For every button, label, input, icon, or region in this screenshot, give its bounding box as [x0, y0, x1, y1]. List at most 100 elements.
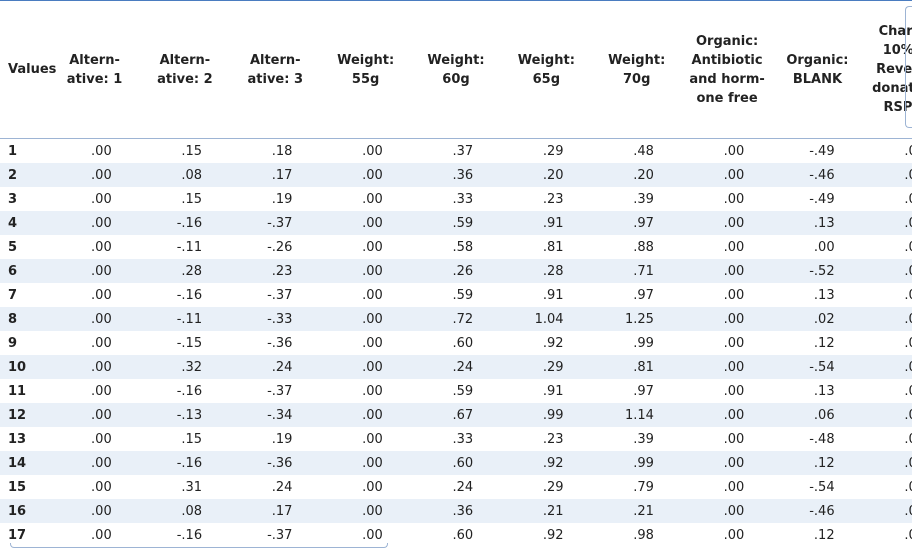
cell: .20: [501, 163, 592, 187]
cell: .48: [633, 143, 654, 159]
header-text: ative: 3: [247, 71, 304, 87]
cell: .00: [681, 163, 773, 187]
cell: -.36: [267, 335, 293, 351]
row-label: 3: [8, 191, 18, 207]
cell: .17: [230, 163, 321, 187]
header-text: 60g: [442, 71, 470, 87]
cell: .31: [181, 479, 203, 495]
cell: .60: [410, 451, 502, 475]
row-label: 1: [8, 143, 18, 159]
cell: .00: [681, 403, 773, 427]
cell: .00: [723, 287, 745, 303]
table-row: 8.00-.11-.33.00.721.041.25.00.02.00: [0, 307, 912, 331]
header-text: ative: 1: [66, 71, 123, 87]
cell: .00: [362, 143, 383, 159]
column-header: Charity: 10% of Revenue donated t RSPCA: [862, 1, 912, 139]
cell: .00: [49, 355, 140, 379]
cell: .00: [320, 403, 411, 427]
header-text: and horm-: [689, 71, 765, 87]
cell: .59: [410, 211, 502, 235]
cell: .00: [904, 239, 912, 255]
cell: .88: [633, 239, 654, 255]
cell: -.11: [139, 307, 231, 331]
cell: .29: [501, 355, 592, 379]
table-row: 3 .00 .15 .19 .00 .33 .23 .39 .00 -.49 .00: [0, 187, 912, 211]
table-row: 9 .00 -.15 -.36 .00 .60 .92 .99 .00 .12 .00: [0, 331, 912, 355]
cell: .00: [320, 451, 411, 475]
header-text: 70g: [623, 71, 651, 87]
vertical-scrollbar[interactable]: [905, 6, 912, 128]
cell: .00: [49, 451, 140, 475]
cell: .00: [681, 259, 773, 283]
cell: .00: [49, 163, 140, 187]
cell: .97: [633, 383, 654, 399]
cell: .28: [139, 259, 231, 283]
cell: .15: [181, 143, 203, 159]
header-row: Values Altern-ative: 1 Altern-ative: 2 Alte…: [0, 1, 912, 139]
horizontal-scrollbar[interactable]: [10, 543, 388, 548]
cell: .00: [904, 191, 912, 207]
cell: .00: [320, 211, 411, 235]
column-header: Weight: 65g: [501, 1, 592, 139]
cell: .23: [542, 191, 564, 207]
cell: .00: [49, 211, 140, 235]
cell: .59: [452, 287, 474, 303]
column-header: Weight: 55g: [320, 1, 411, 139]
cell: .00: [49, 259, 140, 283]
cell: .00: [723, 479, 745, 495]
row-label: 12: [0, 403, 50, 427]
cell: .00: [91, 143, 112, 159]
cell: -.54: [772, 355, 863, 379]
cell: -.34: [230, 403, 321, 427]
header-text: BLANK: [792, 71, 843, 87]
cell: .00: [91, 383, 112, 399]
cell: .39: [633, 191, 654, 207]
cell: 1.04: [501, 307, 592, 331]
cell: .00: [904, 287, 912, 303]
header-text: Organic:: [695, 33, 759, 49]
cell: .29: [542, 479, 564, 495]
cell: -.46: [772, 499, 863, 523]
cell: .08: [139, 499, 231, 523]
cell: -.16: [176, 383, 203, 399]
cell: .00: [904, 527, 912, 543]
cell: -.16: [139, 451, 231, 475]
cell: .00: [723, 143, 745, 159]
table-row: 2.00.08.17.00.36.20.20.00-.46.00: [0, 163, 912, 187]
cell: .00: [862, 211, 912, 235]
cell: .36: [410, 163, 502, 187]
cell: -.13: [139, 403, 231, 427]
cell: .20: [591, 163, 682, 187]
row-label: 7: [8, 287, 18, 303]
header-text: 55g: [351, 71, 380, 87]
cell: .37: [452, 143, 474, 159]
cell: .00: [904, 479, 912, 495]
cell: .00: [91, 527, 112, 543]
cell: .12: [772, 451, 863, 475]
cell: .00: [362, 335, 383, 351]
cell: .00: [862, 163, 912, 187]
cell: .00: [320, 259, 411, 283]
cell: .97: [633, 287, 654, 303]
cell: .24: [271, 479, 293, 495]
cell: .92: [542, 335, 564, 351]
cell: .00: [723, 431, 745, 447]
cell: .99: [633, 335, 654, 351]
cell: .00: [904, 431, 912, 447]
cell: .33: [452, 431, 474, 447]
row-label: 5: [8, 239, 18, 255]
cell: .59: [452, 383, 474, 399]
cell: .39: [633, 431, 654, 447]
cell: .92: [542, 527, 564, 543]
cell: 1.25: [591, 307, 682, 331]
cell: .00: [49, 307, 140, 331]
cell: -.37: [267, 287, 293, 303]
cell: .13: [772, 211, 863, 235]
cell: .02: [772, 307, 863, 331]
cell: .00: [91, 191, 112, 207]
cell: .24: [230, 355, 321, 379]
cell: .00: [91, 239, 112, 255]
cell: -.16: [176, 287, 203, 303]
table-row: 1 .00 .15 .18 .00 .37 .29 .48 .00 -.49 .00: [0, 139, 912, 164]
